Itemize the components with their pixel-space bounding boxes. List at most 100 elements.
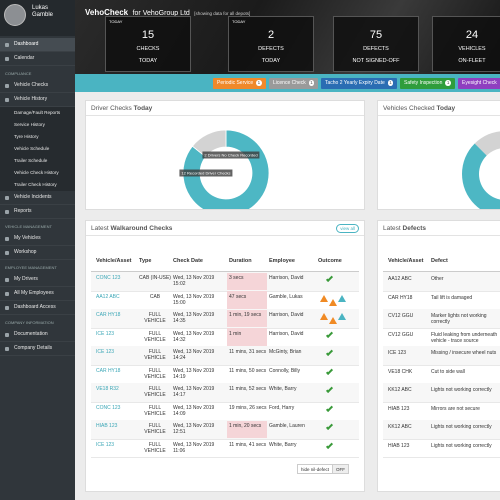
stat-sub: ON-FLEET (458, 58, 486, 64)
submenu-item[interactable]: Vehicle Schedule (0, 143, 75, 155)
reminder-button[interactable]: Safety Inspection 1 (400, 78, 455, 89)
table-cell: Mirrors are not secure (431, 405, 480, 412)
menu-item[interactable]: Dashboard Access (0, 301, 75, 315)
submenu-item[interactable]: Tyre History (0, 131, 75, 143)
menu-item[interactable]: Reports (0, 205, 75, 219)
column-header: Check Date (173, 258, 203, 264)
vehicle-link[interactable]: CONC 123 (96, 275, 121, 281)
table-cell: FULL VEHICLE (144, 423, 166, 435)
vehicle-link[interactable]: ICE 123 (96, 441, 115, 448)
vehicle-link[interactable]: CAR HY18 (96, 312, 121, 318)
table-cell: FULL VEHICLE (144, 404, 166, 417)
row-stripe (91, 346, 359, 365)
table-cell: Lights not working correctly (431, 424, 492, 430)
vehicle-link[interactable]: ICE 123 (96, 330, 115, 337)
table-cell: Wed, 13 Nov 2019 14:24 (173, 349, 215, 361)
menu-label: Documentation (14, 331, 48, 337)
vehicle-link[interactable]: CONC 123 (96, 404, 121, 411)
column-header: Defect (431, 258, 448, 264)
submenu-item[interactable]: Trailer Check History (0, 179, 75, 191)
vehicle-link[interactable]: CAR HY18 (96, 367, 121, 374)
table-cell: Tail lift is damaged (431, 294, 473, 301)
user-name: Lukas Gamble (32, 5, 54, 18)
submenu-item[interactable]: Trailer Schedule (0, 155, 75, 167)
menu-item[interactable]: All My Employees (0, 287, 75, 301)
menu-item[interactable]: Vehicle Checks (0, 79, 75, 93)
vehicle-checks-panel: Vehicles Checked Today (377, 100, 500, 210)
table-cell: Wed, 13 Nov 2019 15:00 (173, 293, 215, 306)
menu-label: Vehicle Checks (14, 82, 49, 88)
table-cell: FULL VEHICLE (144, 330, 166, 343)
reminder-button[interactable]: Tacho 2 Yearly Expiry Date 1 (321, 78, 398, 89)
table-cell: Wed, 13 Nov 2019 12:51 (173, 423, 215, 435)
menu-item[interactable]: Company Details (0, 342, 75, 356)
header-rule (383, 271, 500, 272)
row-rule (383, 438, 500, 440)
header-title: VehoCheck for VehoGroup Ltd [showing dat… (85, 2, 250, 20)
reminder-button[interactable]: Eyesight Check (458, 78, 500, 89)
submenu-item[interactable]: Damage/Fault Reports (0, 107, 75, 119)
driver-checks-panel: Driver Checks Today 12 Recorded Driver Ch… (85, 100, 365, 210)
row-stripe (91, 420, 359, 439)
column-header: Employee (269, 258, 295, 264)
menu-item[interactable]: Workshop (0, 246, 75, 260)
vehicle-link[interactable]: VE18 R32 (96, 386, 119, 392)
reminder-button[interactable]: Licence Check 1 (269, 78, 319, 89)
pass-icon (325, 330, 334, 338)
menu-section: VEHICLE MANAGEMENT (5, 224, 52, 229)
menu-item[interactable]: Vehicle History (0, 93, 75, 107)
reminder-label: Licence Check (273, 80, 306, 86)
table-cell: Lights not working correctly (431, 442, 492, 449)
menu-item[interactable]: My Vehicles (0, 232, 75, 246)
menu-icon (5, 98, 9, 102)
defect-icon (338, 294, 346, 302)
menu-item[interactable]: My Drivers (0, 273, 75, 287)
menu-icon (5, 84, 9, 88)
vehicle-link[interactable]: HIAB 123 (96, 423, 118, 429)
table-cell: 11 mins, 41 secs (229, 441, 267, 448)
row-stripe (91, 272, 359, 291)
submenu-item[interactable]: Service History (0, 119, 75, 131)
vehicle-link[interactable]: ICE 123 (96, 349, 115, 355)
menu-item[interactable]: Calendar (0, 52, 75, 66)
table-cell: HIAB 123 (388, 405, 410, 412)
reminder-button[interactable]: Periodic Service 1 (213, 78, 266, 89)
table-cell: Missing / insecure wheel nuts (431, 350, 497, 356)
panel-title: Driver Checks Today (91, 105, 152, 112)
panel-title-bold: Today (436, 105, 456, 112)
view-all-button[interactable]: view all (336, 224, 359, 233)
table-cell: Harrison, David (269, 275, 304, 281)
reminder-bar: Periodic Service 1 Licence Check 1 Tacho 2 Y… (75, 74, 500, 92)
pass-icon (325, 441, 334, 449)
table-cell: 1 min, 19 secs (229, 312, 262, 318)
row-rule (91, 438, 359, 440)
vehicle-link[interactable]: AA12 ABC (96, 293, 120, 300)
menu-item[interactable]: Vehicle Incidents (0, 191, 75, 205)
stat-value: 15 (141, 29, 155, 41)
row-rule (383, 327, 500, 329)
reminder-count: 1 (256, 80, 262, 86)
menu-item[interactable]: Documentation (0, 328, 75, 342)
menu: Dashboard Calendar COMPLIANCE Vehicle Check… (0, 38, 75, 356)
table-cell: Wed, 13 Nov 2019 15:02 (173, 275, 215, 287)
submenu-item[interactable]: Vehicle Check History (0, 167, 75, 179)
nil-defect-toggle[interactable]: hide nil-defect OFF (297, 464, 350, 474)
panel-title-bold: Walkaround Checks (110, 225, 173, 232)
table-cell: 47 secs (229, 293, 247, 300)
stat-tile: 24 VEHICLES ON-FLEET (432, 16, 500, 72)
menu-section: COMPLIANCE (5, 71, 32, 76)
menu-label: My Drivers (14, 276, 38, 282)
menu-icon (5, 306, 9, 310)
row-stripe (91, 383, 359, 402)
company-name: for VehoGroup Ltd (132, 10, 190, 17)
table-cell: White, Barry (269, 386, 297, 392)
user-area: Lukas Gamble (0, 0, 75, 36)
menu-icon (5, 196, 9, 200)
header-rule (91, 271, 359, 272)
duration-highlight (227, 291, 267, 309)
defect-icon (320, 294, 328, 302)
table-cell: KK12 ABC (388, 387, 412, 393)
defect-icon (329, 317, 337, 324)
menu-icon (5, 347, 9, 351)
menu-item[interactable]: Dashboard (0, 38, 75, 52)
